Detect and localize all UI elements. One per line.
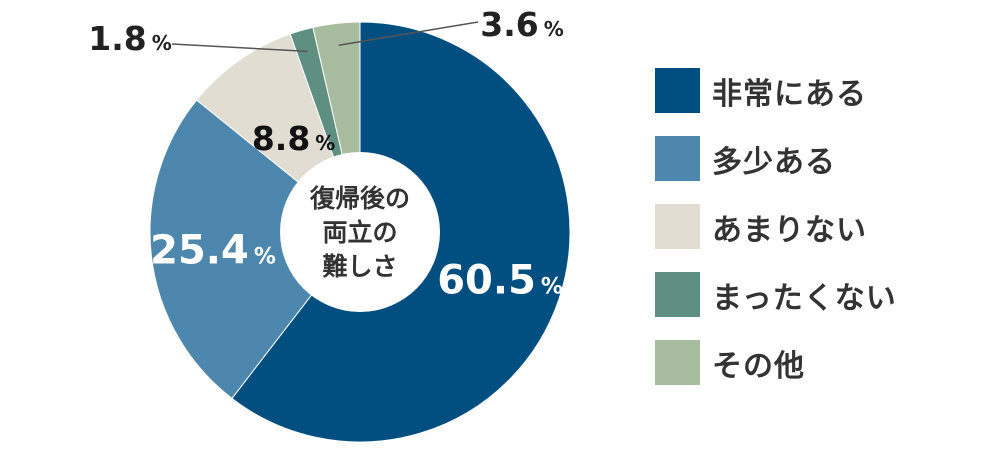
legend-item-not-at-all: まったくない xyxy=(655,272,897,317)
legend-label: まったくない xyxy=(712,280,897,316)
legend-label: あまりない xyxy=(712,212,867,248)
value-label-very-much: 60.5% xyxy=(437,258,563,304)
donut-hole xyxy=(280,152,440,312)
value-label-not-much: 8.8% xyxy=(252,119,336,158)
leader-line-other xyxy=(338,21,479,46)
value-label-somewhat: 25.4% xyxy=(150,227,276,273)
legend-swatch xyxy=(655,136,700,181)
legend-swatch xyxy=(655,204,700,249)
pie-slice-somewhat xyxy=(149,99,361,400)
legend-swatch xyxy=(655,68,700,113)
legend-item-other: その他 xyxy=(655,340,897,385)
leader-line-not-at-all xyxy=(171,43,308,53)
legend-label: その他 xyxy=(712,348,805,384)
center-title-line-2: 両立の xyxy=(322,218,397,247)
center-title: 復帰後の 両立の 難しさ xyxy=(309,184,410,281)
legend-label: 多少ある xyxy=(712,144,836,180)
value-label-other: 3.6% xyxy=(480,5,564,44)
legend-item-somewhat: 多少ある xyxy=(655,136,897,181)
legend: 非常にある 多少ある あまりない まったくない その他 xyxy=(655,68,897,408)
center-title-line-3: 難しさ xyxy=(322,252,397,281)
value-labels: 60.5 % 25.4 % 8.8 % 1.8% 3.6% xyxy=(88,5,564,304)
center-title-line-1: 復帰後の xyxy=(309,184,410,213)
legend-swatch xyxy=(655,272,700,317)
legend-item-not-much: あまりない xyxy=(655,204,897,249)
legend-swatch xyxy=(655,340,700,385)
value-label-not-at-all: 1.8% xyxy=(88,19,172,58)
legend-item-very-much: 非常にある xyxy=(655,68,897,113)
legend-label: 非常にある xyxy=(712,76,867,112)
leader-lines xyxy=(171,21,479,53)
